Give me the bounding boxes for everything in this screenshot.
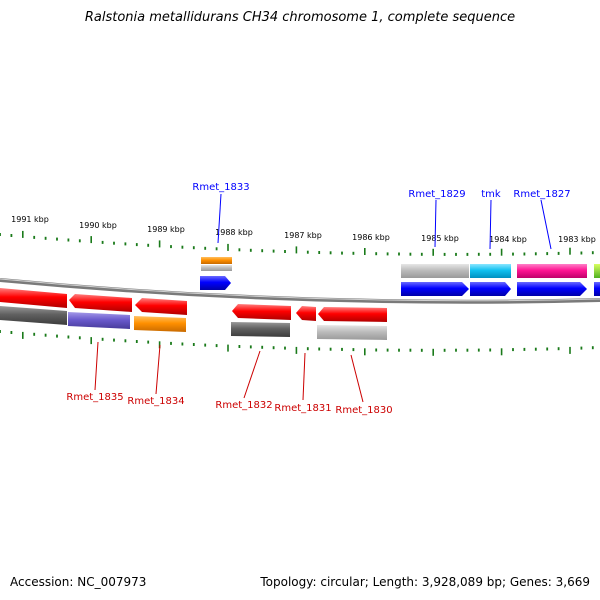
callout-line xyxy=(540,199,552,250)
feature-cyan-forward[interactable] xyxy=(470,264,511,278)
tick-label: 1986 kbp xyxy=(352,233,390,242)
gene-arrow-rmet-1833[interactable] xyxy=(200,276,231,290)
callout-line xyxy=(243,350,261,399)
callout-line xyxy=(217,193,222,244)
map-title: Ralstonia metallidurans CH34 chromosome … xyxy=(84,10,516,25)
callout-line xyxy=(489,199,492,250)
feature-dark-reverse[interactable] xyxy=(231,322,290,337)
gene-label[interactable]: Rmet_1831 xyxy=(274,403,331,414)
callout-line xyxy=(155,344,161,395)
tick-label: 1984 kbp xyxy=(489,235,527,244)
gene-label[interactable]: Rmet_1832 xyxy=(215,400,272,411)
callout-line xyxy=(434,199,437,248)
tick-label: 1985 kbp xyxy=(421,234,459,243)
gene-arrow-tmk[interactable] xyxy=(470,282,511,296)
callout-line xyxy=(350,354,364,403)
callout-lines xyxy=(94,193,552,403)
genome-backbone-highlight xyxy=(0,278,600,302)
gene-label[interactable]: Rmet_1829 xyxy=(408,189,465,200)
callout-line xyxy=(302,352,306,401)
genome-backbone xyxy=(0,278,600,304)
callout-line xyxy=(94,341,99,391)
forward-features xyxy=(200,257,600,296)
gene-label[interactable]: Rmet_1835 xyxy=(66,392,123,403)
feature-light-reverse[interactable] xyxy=(317,325,387,340)
feature-dark-reverse[interactable] xyxy=(0,306,67,325)
gene-arrow-rmet-1829[interactable] xyxy=(401,282,469,296)
accession-text: Accession: NC_007973 xyxy=(10,575,147,589)
feature-orange-reverse[interactable] xyxy=(134,316,186,332)
tick-label: 1991 kbp xyxy=(11,215,49,224)
feature-purple-reverse[interactable] xyxy=(68,312,130,329)
feature-orange-forward[interactable] xyxy=(201,257,232,264)
gene-label[interactable]: Rmet_1827 xyxy=(513,189,570,200)
gene-arrow-rmet-1834[interactable] xyxy=(135,298,187,315)
lower-scale xyxy=(0,330,594,356)
gene-arrow-rmet-1832[interactable] xyxy=(232,304,291,320)
gene-label[interactable]: Rmet_1834 xyxy=(127,396,184,407)
gene-labels: Rmet_1833 Rmet_1829 tmk Rmet_1827 Rmet_1… xyxy=(66,182,570,416)
tick-label: 1989 kbp xyxy=(147,225,185,234)
feature-light-forward[interactable] xyxy=(401,264,469,278)
upper-scale: 1991 kbp 1990 kbp 1989 kbp 1988 kbp 1987… xyxy=(0,215,596,256)
feature-pink-forward[interactable] xyxy=(517,264,587,278)
gene-arrow-rmet-1827[interactable] xyxy=(517,282,587,296)
gene-label[interactable]: Rmet_1830 xyxy=(335,405,392,416)
gene-arrow-reverse[interactable] xyxy=(0,288,67,308)
gene-arrow-rmet-1835[interactable] xyxy=(69,294,132,312)
tick-label: 1988 kbp xyxy=(215,228,253,237)
gene-arrow-rmet-1831[interactable] xyxy=(296,306,316,321)
tick-label: 1983 kbp xyxy=(558,235,596,244)
reverse-features xyxy=(0,288,387,340)
tick-label: 1990 kbp xyxy=(79,221,117,230)
feature-light-forward[interactable] xyxy=(201,265,232,271)
gene-label[interactable]: tmk xyxy=(481,189,501,200)
feature-green-forward[interactable] xyxy=(594,264,600,278)
gene-label[interactable]: Rmet_1833 xyxy=(192,182,249,193)
tick-label: 1987 kbp xyxy=(284,231,322,240)
topology-summary: Topology: circular; Length: 3,928,089 bp… xyxy=(260,575,590,589)
gene-arrow-partial[interactable] xyxy=(594,282,600,296)
gene-arrow-rmet-1830[interactable] xyxy=(318,307,387,322)
